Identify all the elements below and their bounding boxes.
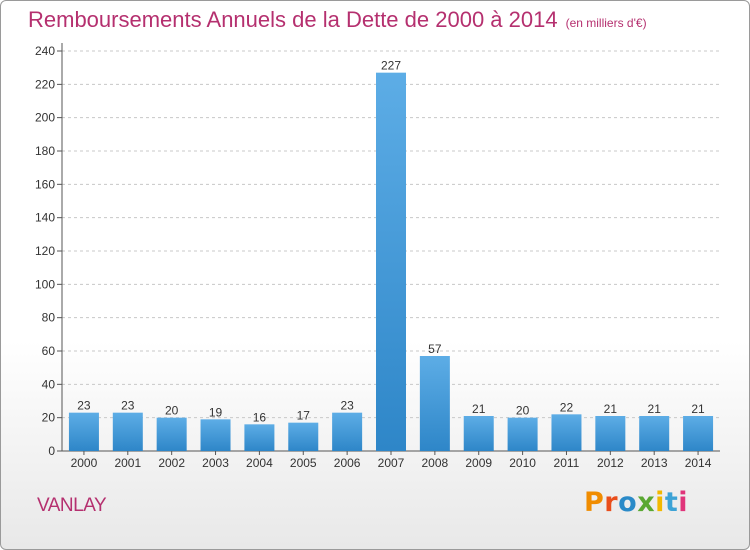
y-tick-label: 60 [42, 344, 56, 358]
bar-value-label: 21 [691, 402, 705, 416]
x-tick-label: 2014 [685, 456, 712, 470]
bar [683, 416, 714, 451]
bar [112, 412, 143, 451]
bar-value-label: 227 [381, 59, 401, 73]
y-tick-label: 220 [35, 77, 55, 91]
x-tick-label: 2000 [71, 456, 98, 470]
bar [419, 356, 450, 451]
bar [244, 424, 275, 451]
x-tick-label: 2008 [422, 456, 449, 470]
y-tick-label: 140 [35, 211, 55, 225]
chart-title: Remboursements Annuels de la Dette de 20… [28, 7, 647, 33]
bar-value-label: 22 [560, 400, 574, 414]
y-tick-label: 200 [35, 111, 55, 125]
x-tick-label: 2013 [641, 456, 668, 470]
bar-value-label: 23 [121, 399, 135, 413]
x-tick-label: 2004 [246, 456, 273, 470]
bar-value-label: 20 [165, 404, 179, 418]
logo-letter: r [604, 487, 619, 518]
bar-value-label: 21 [648, 402, 662, 416]
logo-letter: t [664, 487, 679, 518]
x-tick-label: 2009 [465, 456, 492, 470]
bar-value-label: 20 [516, 404, 530, 418]
x-tick-label: 2007 [378, 456, 405, 470]
bar-value-label: 23 [77, 399, 91, 413]
y-tick-label: 0 [48, 444, 55, 458]
y-tick-label: 80 [42, 311, 56, 325]
x-tick-label: 2011 [554, 456, 580, 470]
bar-value-label: 57 [428, 342, 442, 356]
y-tick-label: 180 [35, 144, 55, 158]
logo-letter: o [618, 487, 638, 518]
bar [68, 412, 99, 451]
logo-letter: i [655, 487, 665, 518]
bar [507, 417, 538, 451]
x-tick-label: 2001 [114, 456, 141, 470]
proxiti-logo[interactable]: Proxiti [584, 487, 688, 518]
x-tick-label: 2012 [597, 456, 624, 470]
bar-value-label: 16 [253, 410, 267, 424]
x-tick-label: 2010 [509, 456, 536, 470]
bar-value-label: 19 [209, 405, 223, 419]
logo-letter: x [637, 487, 656, 518]
logo-letter: P [584, 487, 605, 518]
bar-value-label: 21 [472, 402, 486, 416]
x-tick-label: 2003 [202, 456, 229, 470]
bar [639, 416, 670, 451]
bar [332, 412, 363, 451]
bar-value-label: 21 [604, 402, 618, 416]
bar [463, 416, 494, 451]
y-tick-label: 120 [35, 244, 55, 258]
bar [595, 416, 626, 451]
x-tick-label: 2006 [334, 456, 361, 470]
bar-value-label: 17 [297, 409, 311, 423]
y-tick-label: 100 [35, 277, 55, 291]
bar-value-label: 23 [340, 399, 354, 413]
bar [200, 419, 231, 451]
chart-title-text: Remboursements Annuels de la Dette de 20… [28, 7, 558, 32]
logo-letter: i [678, 487, 689, 518]
chart-unit: (en milliers d'€) [565, 16, 647, 30]
commune-name: VANLAY [37, 495, 107, 516]
y-tick-label: 20 [42, 411, 56, 425]
y-tick-label: 240 [35, 44, 55, 58]
x-tick-label: 2005 [290, 456, 317, 470]
y-tick-label: 40 [42, 377, 56, 391]
bar [376, 72, 406, 452]
bar [288, 422, 319, 451]
bars: 23 23 20 19 16 17 23 227 57 21 20 22 21 21 21 [68, 59, 714, 452]
x-tick-label: 2002 [158, 456, 185, 470]
bar [156, 417, 187, 451]
bar [551, 414, 582, 451]
y-tick-label: 160 [35, 177, 55, 191]
